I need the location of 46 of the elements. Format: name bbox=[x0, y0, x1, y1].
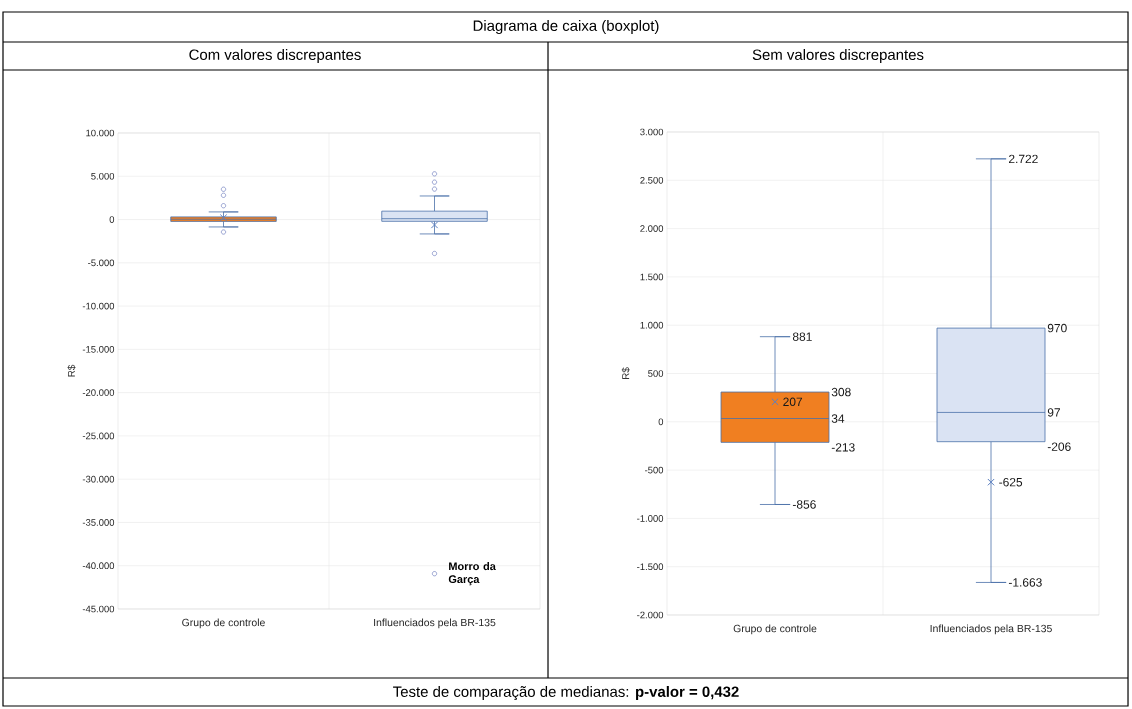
y-tick-label: 500 bbox=[648, 370, 664, 377]
y-tick-label: 1.000 bbox=[640, 321, 664, 329]
y-tick-label: -20.000 bbox=[82, 389, 115, 396]
annotation: -625 bbox=[999, 477, 1023, 487]
y-tick-label: -40.000 bbox=[82, 562, 115, 570]
y-tick-label: 5.000 bbox=[91, 172, 115, 180]
annotation: 34 bbox=[831, 414, 845, 423]
y-axis-title: R$ bbox=[67, 364, 76, 377]
chart-title: Com valores discrepantes bbox=[189, 49, 361, 63]
y-tick-label: -1.500 bbox=[637, 563, 664, 571]
y-tick-label: 10.000 bbox=[86, 129, 115, 137]
annotation: 881 bbox=[792, 332, 812, 341]
y-tick-label: 2.000 bbox=[640, 225, 664, 232]
chart-title: Sem valores discrepantes bbox=[752, 49, 924, 63]
text: Diagrama de caixa (boxplot) bbox=[473, 20, 659, 34]
x-tick-label: Influenciados pela BR-135 bbox=[374, 618, 496, 629]
y-tick-label: -15.000 bbox=[82, 346, 115, 353]
annotation: -856 bbox=[792, 500, 816, 509]
text: Teste de comparação de medianas: p-valor = 0,432 bbox=[393, 686, 739, 700]
annotation: -213 bbox=[831, 443, 855, 452]
y-tick-label: 1.500 bbox=[640, 273, 664, 281]
y-tick-label: -1.000 bbox=[637, 515, 664, 522]
annotation: 970 bbox=[1047, 323, 1067, 333]
y-tick-label: -30.000 bbox=[82, 475, 115, 483]
x-tick-label: Grupo de controle bbox=[182, 618, 265, 629]
y-tick-label: -35.000 bbox=[82, 519, 115, 526]
annotation: 207 bbox=[783, 397, 803, 407]
y-axis-title: R$ bbox=[621, 367, 630, 380]
x-tick-label: Influenciados pela BR-135 bbox=[930, 624, 1052, 635]
annotation: 308 bbox=[831, 387, 851, 397]
y-tick-label: -25.000 bbox=[82, 432, 115, 440]
annotation: -206 bbox=[1047, 442, 1071, 451]
y-tick-label: -500 bbox=[644, 466, 664, 474]
y-tick-label: 0 bbox=[658, 418, 664, 426]
y-tick-label: 2.500 bbox=[640, 176, 664, 184]
y-tick-label: -10.000 bbox=[82, 302, 115, 310]
y-tick-label: -2.000 bbox=[637, 611, 664, 619]
annotation: Morro da Garça bbox=[448, 562, 496, 586]
annotation: -1.663 bbox=[1008, 578, 1042, 587]
y-tick-label: 0 bbox=[109, 216, 115, 223]
y-tick-label: -45.000 bbox=[82, 605, 115, 613]
annotation: 2.722 bbox=[1009, 154, 1038, 164]
y-tick-label: -5.000 bbox=[88, 259, 115, 267]
x-tick-label: Grupo de controle bbox=[733, 624, 817, 635]
y-tick-label: 3.000 bbox=[640, 128, 664, 136]
annotation: 97 bbox=[1047, 408, 1060, 417]
